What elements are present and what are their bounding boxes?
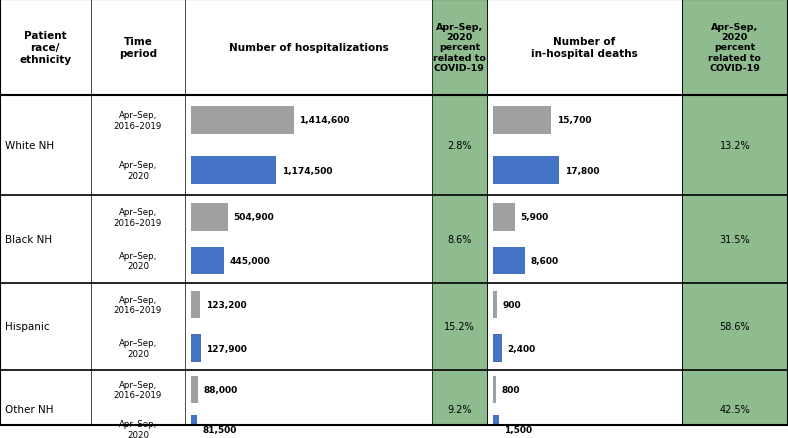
Bar	[493, 335, 502, 362]
Bar	[191, 376, 198, 403]
Bar	[191, 107, 294, 134]
Bar	[191, 291, 200, 318]
Bar	[682, 0, 788, 425]
Text: 17,800: 17,800	[565, 166, 599, 175]
Text: White NH: White NH	[5, 141, 54, 151]
Text: 800: 800	[502, 385, 520, 394]
Bar	[493, 416, 499, 438]
Text: Apr–Sep,
2020: Apr–Sep, 2020	[119, 420, 157, 438]
Text: 9.2%: 9.2%	[447, 404, 472, 414]
Bar	[493, 291, 496, 318]
Text: Apr–Sep,
2016–2019: Apr–Sep, 2016–2019	[113, 111, 162, 131]
Text: Apr–Sep,
2020: Apr–Sep, 2020	[119, 161, 157, 180]
Text: Apr–Sep,
2020
percent
related to
COVID-19: Apr–Sep, 2020 percent related to COVID-1…	[708, 23, 761, 73]
Text: Number of hospitalizations: Number of hospitalizations	[229, 43, 388, 53]
Text: 15,700: 15,700	[557, 116, 591, 125]
Text: Apr–Sep,
2016–2019: Apr–Sep, 2016–2019	[113, 380, 162, 399]
Text: 58.6%: 58.6%	[719, 321, 750, 332]
Bar	[432, 0, 487, 425]
Bar	[191, 335, 201, 362]
Text: Apr–Sep,
2016–2019: Apr–Sep, 2016–2019	[113, 295, 162, 314]
Bar	[191, 204, 228, 231]
Text: 1,174,500: 1,174,500	[282, 166, 333, 175]
Text: 2.8%: 2.8%	[447, 141, 472, 151]
Text: 81,500: 81,500	[203, 424, 237, 434]
Bar	[493, 376, 496, 403]
Bar	[493, 204, 515, 231]
Text: Black NH: Black NH	[5, 234, 52, 244]
Text: 900: 900	[502, 300, 521, 309]
Text: 13.2%: 13.2%	[719, 141, 750, 151]
Text: 445,000: 445,000	[229, 257, 270, 265]
Bar	[191, 247, 224, 275]
Text: 504,900: 504,900	[233, 213, 274, 222]
Text: Hispanic: Hispanic	[5, 321, 50, 332]
Text: Apr–Sep,
2016–2019: Apr–Sep, 2016–2019	[113, 208, 162, 227]
Text: 31.5%: 31.5%	[719, 234, 750, 244]
Bar	[191, 157, 277, 184]
Text: Apr–Sep,
2020: Apr–Sep, 2020	[119, 339, 157, 358]
Text: Other NH: Other NH	[5, 404, 54, 414]
Text: 8,600: 8,600	[530, 257, 559, 265]
Text: 127,900: 127,900	[206, 344, 247, 353]
Text: Time
period: Time period	[119, 37, 157, 59]
Text: 8.6%: 8.6%	[448, 234, 471, 244]
Text: 123,200: 123,200	[206, 300, 247, 309]
Text: 42.5%: 42.5%	[719, 404, 750, 414]
Text: 88,000: 88,000	[203, 385, 238, 394]
Text: 1,414,600: 1,414,600	[299, 116, 350, 125]
Text: 5,900: 5,900	[521, 213, 549, 222]
Text: Apr–Sep,
2020
percent
related to
COVID-19: Apr–Sep, 2020 percent related to COVID-1…	[433, 23, 486, 73]
Text: Apr–Sep,
2020: Apr–Sep, 2020	[119, 251, 157, 271]
Text: 2,400: 2,400	[507, 344, 536, 353]
Text: Patient
race/
ethnicity: Patient race/ ethnicity	[19, 31, 72, 64]
Bar	[191, 416, 197, 438]
Bar	[493, 157, 559, 184]
Bar	[493, 107, 552, 134]
Text: Number of
in-hospital deaths: Number of in-hospital deaths	[531, 37, 637, 59]
Bar	[493, 247, 525, 275]
Text: 15.2%: 15.2%	[444, 321, 475, 332]
Text: 1,500: 1,500	[504, 424, 533, 434]
